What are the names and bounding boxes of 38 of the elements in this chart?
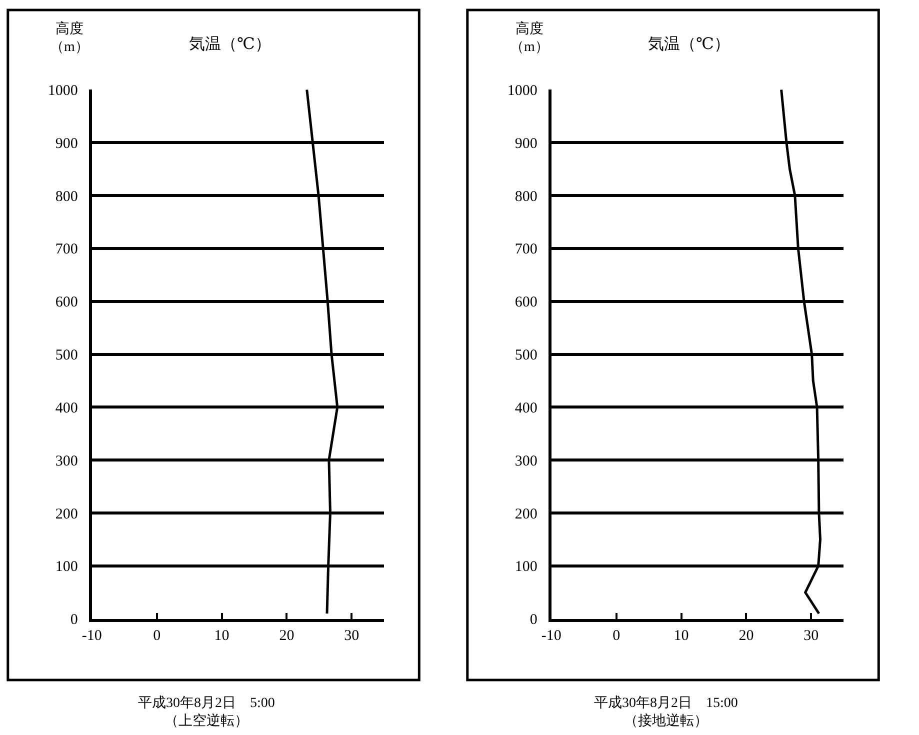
y-tick-label: 100 [514,559,538,576]
y-tick-label: 1000 [48,82,78,99]
y-tick-label: 200 [514,506,538,522]
y-tick-label: 900 [514,136,538,152]
y-tick-label: 500 [55,348,78,364]
y-axis-title: 高度（m） [50,21,89,56]
x-tick-label: 30 [344,628,360,644]
y-tick-label: 0 [530,612,538,628]
y-tick-label: 800 [55,188,78,205]
text: 平成30年8月2日 15:00 （接地逆転） [594,695,738,730]
y-tick-label: 1000 [507,82,538,99]
x-tick-label: 30 [804,628,819,644]
x-tick-label: 20 [279,628,294,644]
x-tick-label: 0 [612,628,620,644]
y-tick-label: 500 [514,348,538,364]
y-tick-label: 0 [70,612,78,628]
x-tick-label: 20 [738,628,754,644]
y-tick-label: 300 [514,453,538,470]
text: 平成30年8月2日 5:00 （上空逆転） [138,695,275,730]
y-tick-label: 800 [514,188,538,205]
y-tick-label: 900 [55,136,78,152]
y-tick-label: 700 [55,242,78,258]
x-tick-label: 10 [674,628,689,644]
y-tick-label: 200 [55,506,78,522]
y-tick-label: 100 [55,559,78,576]
y-tick-label: 600 [514,294,538,311]
y-tick-label: 600 [55,294,78,311]
y-tick-label: 700 [514,242,538,258]
x-tick-label: 10 [214,628,230,644]
y-axis-title: 高度（m） [510,21,549,56]
x-tick-label: 0 [153,628,161,644]
y-tick-label: 400 [55,400,78,416]
x-axis-title: 気温（℃） [648,36,730,53]
x-tick-label: -10 [541,628,562,644]
y-tick-label: 400 [514,400,538,416]
x-tick-label: -10 [82,628,102,644]
x-axis-title: 気温（℃） [189,36,271,53]
y-tick-label: 300 [55,453,78,470]
